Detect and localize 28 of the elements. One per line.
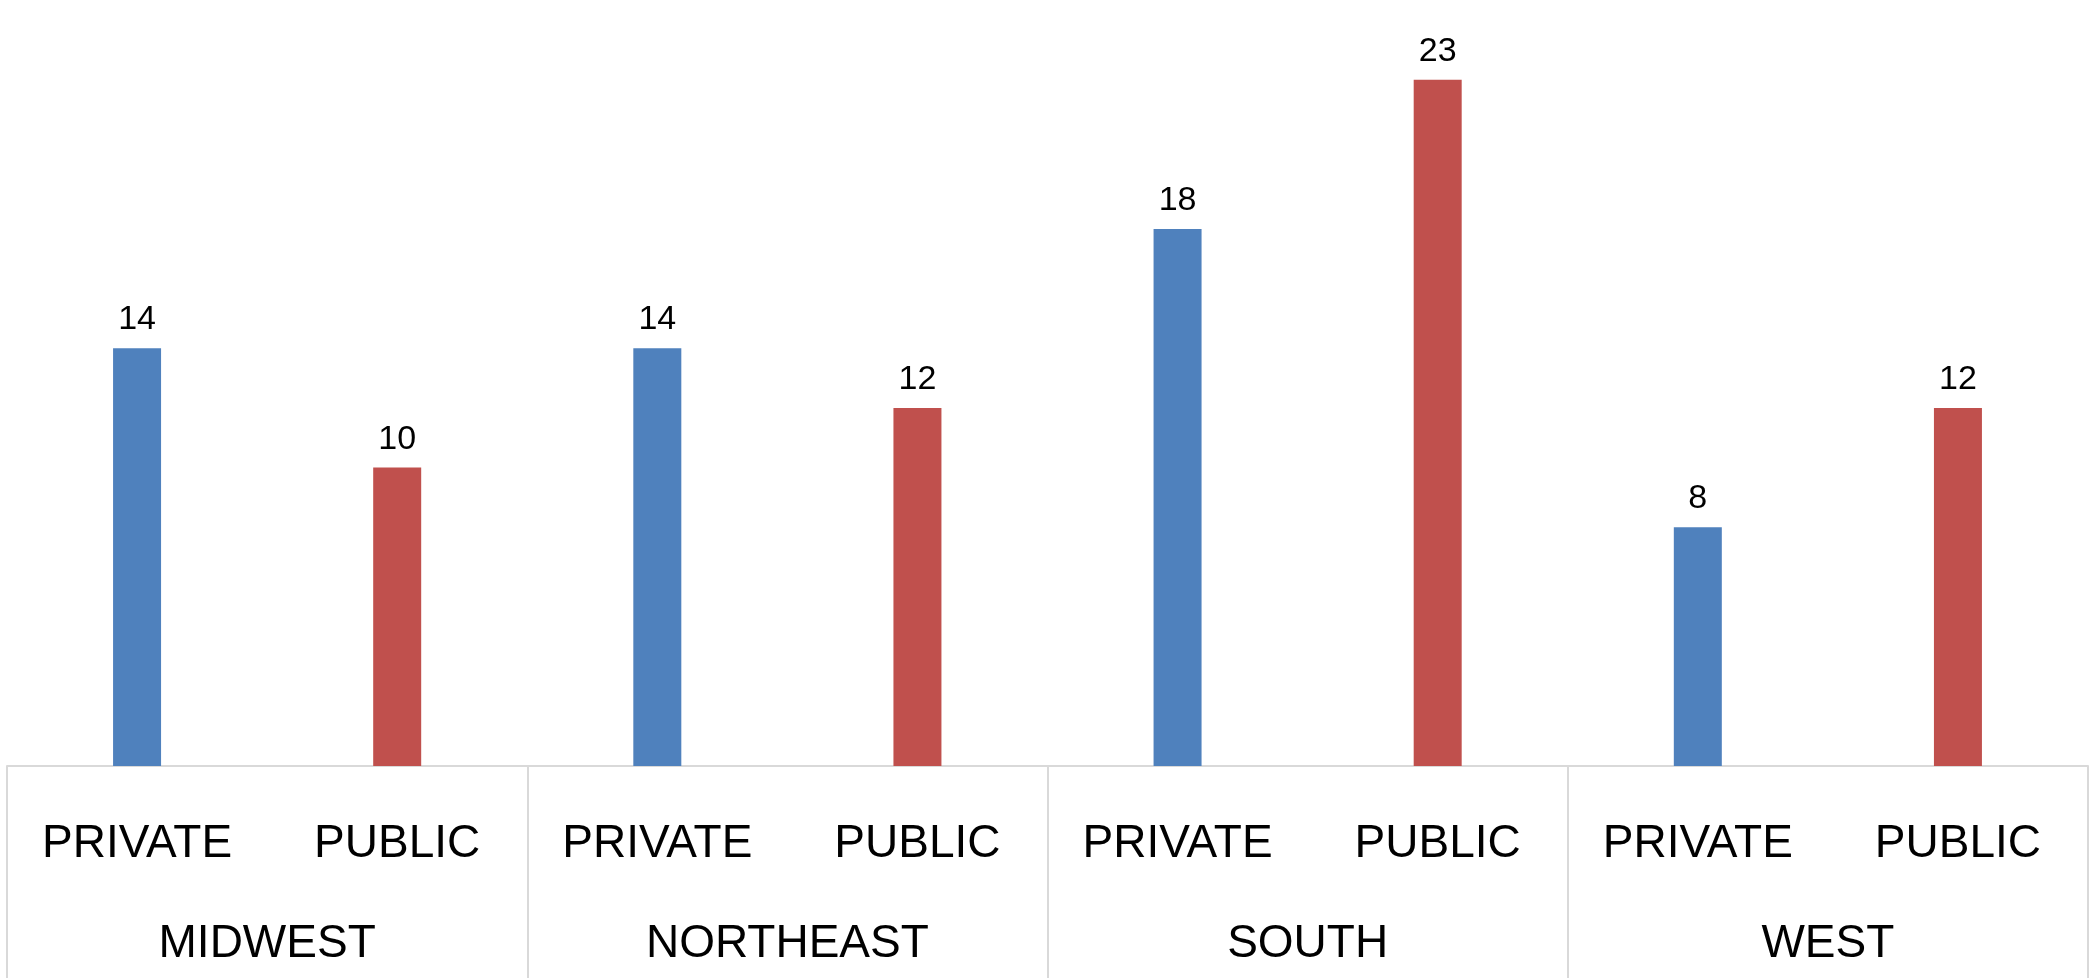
data-label: 14 — [118, 298, 156, 337]
text: SOUTH — [1227, 915, 1389, 967]
bar — [373, 467, 422, 766]
x-tick-label: PRIVATE — [1602, 815, 1793, 867]
data-label: 12 — [898, 357, 937, 396]
data-label: 8 — [1688, 477, 1708, 516]
x-tick-label: PRIVATE — [1082, 815, 1273, 867]
bar — [1933, 407, 1982, 766]
bar — [633, 348, 682, 766]
x-tick-label: PUBLIC — [1354, 815, 1521, 867]
data-label: 12 — [1939, 357, 1977, 396]
bar — [1413, 79, 1462, 766]
data-label: 23 — [1418, 29, 1457, 68]
data-label: 18 — [1158, 178, 1197, 217]
bar — [113, 348, 162, 766]
text: NORTHEAST — [645, 915, 929, 967]
text: MIDWEST — [158, 915, 376, 967]
x-tick-label: PUBLIC — [314, 815, 481, 867]
x-tick-label: PUBLIC — [834, 815, 1001, 867]
bar — [893, 407, 942, 766]
x-tick-label: PRIVATE — [42, 815, 233, 867]
data-label: 14 — [638, 298, 677, 337]
data-label: 10 — [378, 417, 417, 456]
x-tick-label: PUBLIC — [1874, 815, 2042, 867]
bar — [1673, 527, 1722, 766]
bar — [1153, 228, 1202, 766]
x-tick-label: PRIVATE — [562, 815, 753, 867]
text: WEST — [1761, 915, 1895, 967]
